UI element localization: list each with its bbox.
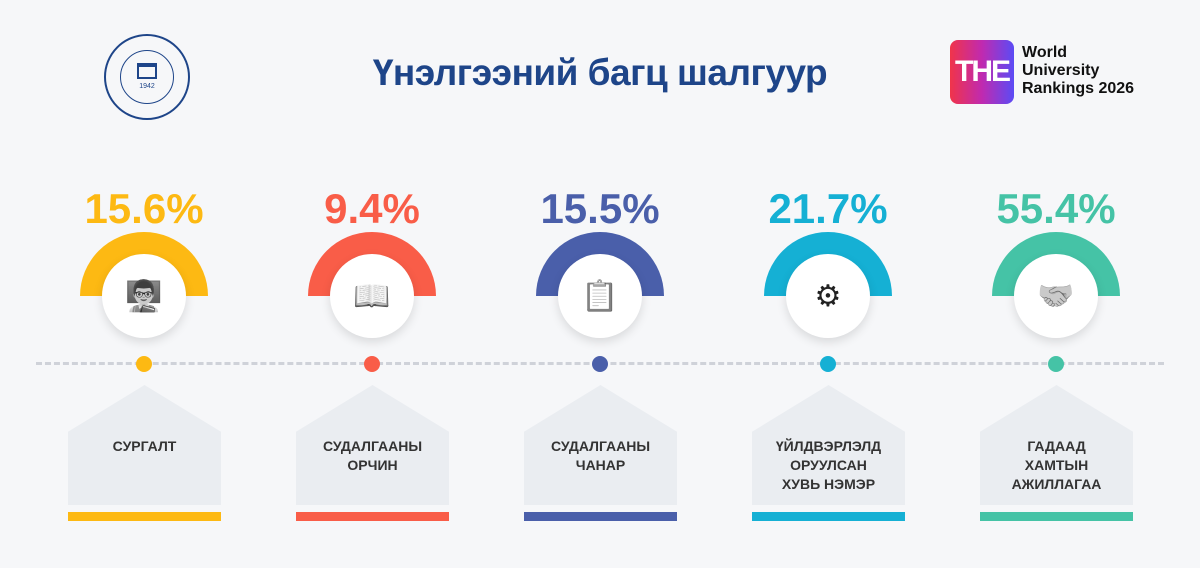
pillar-color-bar xyxy=(524,512,677,521)
industry-handshake-gear-icon: ⚙ xyxy=(814,279,842,313)
pillar-color-bar xyxy=(68,512,221,521)
pillar-percent: 15.6% xyxy=(84,185,204,232)
pillar-label: ҮЙЛДВЭРЛЭЛД ОРУУЛСАН ХУВЬ НЭМЭР xyxy=(775,438,882,492)
pillar-icon-circle: 👨‍🏫 xyxy=(102,254,186,338)
pillar-percent: 21.7% xyxy=(768,185,888,232)
pillar-label: ГАДААД ХАМТЫН АЖИЛЛАГАА xyxy=(1011,438,1102,492)
pillar-percent: 55.4% xyxy=(996,185,1116,232)
quality-check-icon: 📋 xyxy=(581,279,619,313)
pillar-1: 15.6% 👨‍🏫 СУРГАЛТ xyxy=(30,0,258,568)
timeline-dot xyxy=(136,356,152,372)
timeline-dot xyxy=(1048,356,1064,372)
university-logo: 1942 xyxy=(104,34,190,120)
page-title: Үнэлгээний багц шалгуур xyxy=(372,52,828,93)
pillar-icon-circle: 🤝 xyxy=(1014,254,1098,338)
pillar-icon-circle: 📖 xyxy=(330,254,414,338)
pillar-3: 15.5% 📋 СУДАЛГААНЫ ЧАНАР xyxy=(486,0,714,568)
pillar-color-bar xyxy=(296,512,449,521)
timeline-dot xyxy=(820,356,836,372)
pillar-2: 9.4% 📖 СУДАЛГААНЫ ОРЧИН xyxy=(258,0,486,568)
the-logo: THE xyxy=(950,40,1014,104)
global-handshake-icon: 🤝 xyxy=(1037,279,1075,313)
pillar-percent: 9.4% xyxy=(324,185,420,232)
pillar-label: СУДАЛГААНЫ ОРЧИН xyxy=(322,438,423,473)
teacher-presentation-icon: 👨‍🏫 xyxy=(125,279,163,313)
pillar-percent: 15.5% xyxy=(540,185,660,232)
pillar-label: СУРГАЛТ xyxy=(112,438,177,454)
pillar-color-bar xyxy=(752,512,905,521)
pillar-color-bar xyxy=(980,512,1133,521)
pillar-4: 21.7% ⚙ ҮЙЛДВЭРЛЭЛД ОРУУЛСАН ХУВЬ НЭМЭР xyxy=(714,0,942,568)
timeline-dot xyxy=(592,356,608,372)
timeline-dot xyxy=(364,356,380,372)
pillar-label: СУДАЛГААНЫ ЧАНАР xyxy=(550,438,651,473)
book-research-icon: 📖 xyxy=(353,279,391,313)
the-logo-text: World University Rankings 2026 xyxy=(1022,44,1135,97)
pillar-5: 55.4% 🤝 ГАДААД ХАМТЫН АЖИЛЛАГАА xyxy=(942,0,1170,568)
pillar-icon-circle: 📋 xyxy=(558,254,642,338)
pillar-icon-circle: ⚙ xyxy=(786,254,870,338)
